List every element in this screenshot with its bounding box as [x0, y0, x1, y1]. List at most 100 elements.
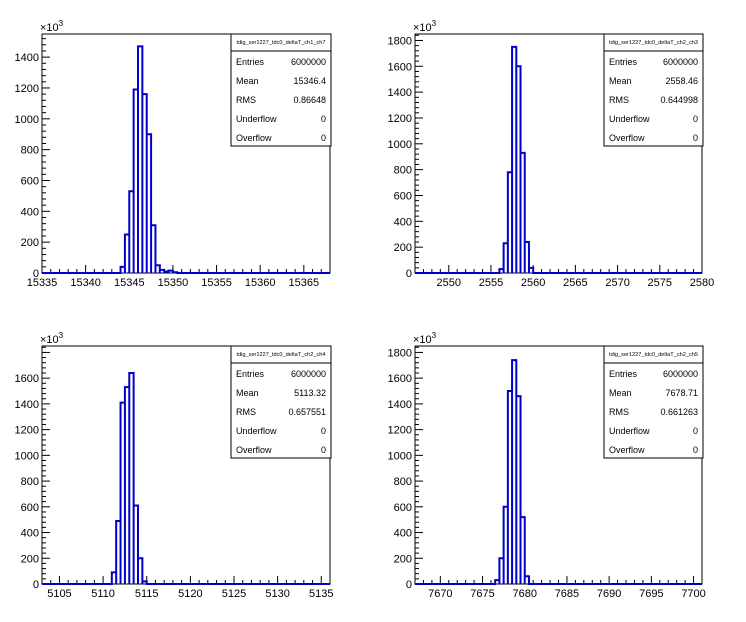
- y-tick-label: 400: [21, 206, 39, 218]
- stats-label: RMS: [609, 407, 629, 417]
- stats-label: Mean: [236, 388, 259, 398]
- x-tick-label: 5135: [309, 588, 333, 600]
- x-tick-label: 15355: [201, 277, 232, 289]
- stats-value: 0: [693, 133, 698, 143]
- stats-box: tdig_ser1227_tdc0_deltaT_ch2_ch4 Entries 6…: [230, 345, 332, 459]
- x-tick-label: 15350: [158, 277, 189, 289]
- stats-label: Entries: [236, 57, 265, 67]
- stats-label: RMS: [609, 95, 629, 105]
- x-tick-label: 2580: [690, 277, 714, 289]
- y-axis-multiplier: ×103: [40, 19, 64, 34]
- stats-value: 6000000: [291, 57, 326, 67]
- stats-box: tdig_ser1227_tdc0_deltaT_ch1_ch7 Entries 6…: [230, 33, 332, 147]
- histogram-outline: [415, 45, 702, 274]
- stats-label: Mean: [609, 76, 632, 86]
- y-tick-label: 1200: [15, 425, 39, 437]
- histogram-outline: [415, 359, 702, 585]
- x-tick-label: 2555: [479, 277, 503, 289]
- stats-box-frame: [230, 33, 332, 147]
- y-tick-label: 600: [21, 175, 39, 187]
- y-tick-label: 1800: [388, 347, 412, 359]
- stats-value: 7678.71: [665, 388, 698, 398]
- stats-value: 0: [321, 426, 326, 436]
- y-tick-label: 800: [21, 145, 39, 157]
- y-axis-multiplier-exponent: 3: [59, 331, 64, 340]
- histogram-panel-4: 7670 7675 7680 7685 7690 7695 7700 0 200 400 600 80…: [388, 331, 706, 600]
- x-tick-label: 15340: [70, 277, 101, 289]
- stats-box-frame: [603, 345, 704, 459]
- y-tick-label: 200: [21, 553, 39, 565]
- y-tick-label: 1000: [15, 450, 39, 462]
- x-tick-label: 5115: [135, 588, 159, 600]
- y-axis-multiplier: ×103: [413, 331, 437, 346]
- stats-label: Underflow: [236, 114, 277, 124]
- stats-value: 15346.4: [293, 76, 326, 86]
- x-tick-label: 5120: [178, 588, 202, 600]
- stats-value: 6000000: [663, 369, 698, 379]
- stats-value: 6000000: [663, 57, 698, 67]
- y-tick-label: 200: [394, 553, 412, 565]
- x-tick-label: 2575: [648, 277, 672, 289]
- y-tick-label: 400: [394, 528, 412, 540]
- x-tick-label: 2570: [605, 277, 629, 289]
- y-tick-label: 800: [394, 165, 412, 177]
- stats-label: RMS: [236, 407, 256, 417]
- y-tick-label: 1600: [388, 61, 412, 73]
- y-axis-multiplier-exponent: 3: [432, 331, 437, 340]
- x-tick-label: 2565: [563, 277, 587, 289]
- stats-value: 0: [321, 114, 326, 124]
- stats-label: Entries: [236, 369, 265, 379]
- x-tick-label: 2560: [521, 277, 545, 289]
- stats-label: Entries: [609, 369, 638, 379]
- y-tick-label: 0: [406, 579, 412, 591]
- x-tick-label: 7680: [512, 588, 536, 600]
- stats-value: 0.661263: [660, 407, 698, 417]
- stats-value: 0.657551: [288, 407, 326, 417]
- y-tick-label: 1600: [388, 373, 412, 385]
- stats-title: tdig_ser1227_tdc0_deltaT_ch2_ch3: [609, 40, 698, 46]
- y-tick-label: 400: [394, 216, 412, 228]
- y-tick-label: 200: [21, 237, 39, 249]
- x-tick-label: 7685: [555, 588, 579, 600]
- x-tick-label: 2550: [437, 277, 461, 289]
- x-tick-label: 7690: [597, 588, 621, 600]
- y-tick-label: 1400: [388, 399, 412, 411]
- stats-value: 0.86648: [293, 95, 326, 105]
- y-tick-label: 1000: [388, 450, 412, 462]
- stats-label: Overflow: [609, 133, 645, 143]
- stats-value: 5113.32: [294, 388, 326, 398]
- stats-box: tdig_ser1227_tdc0_deltaT_ch2_ch5 Entries 6…: [603, 345, 704, 459]
- x-tick-label: 7670: [428, 588, 452, 600]
- x-tick-label: 15345: [114, 277, 145, 289]
- y-tick-label: 0: [33, 579, 39, 591]
- y-tick-label: 400: [21, 528, 39, 540]
- stats-box: tdig_ser1227_tdc0_deltaT_ch2_ch3 Entries 6…: [603, 33, 704, 147]
- stats-value: 0: [321, 445, 326, 455]
- x-tick-label: 5125: [222, 588, 246, 600]
- y-tick-label: 1600: [15, 373, 39, 385]
- y-axis-multiplier: ×103: [40, 331, 64, 346]
- stats-label: Underflow: [236, 426, 277, 436]
- stats-value: 6000000: [291, 369, 326, 379]
- stats-value: 0: [693, 445, 698, 455]
- stats-value: 0: [693, 426, 698, 436]
- stats-value: 0.644998: [660, 95, 698, 105]
- stats-label: Mean: [609, 388, 632, 398]
- stats-box-frame: [230, 345, 332, 459]
- y-tick-label: 0: [406, 268, 412, 280]
- y-tick-label: 800: [21, 476, 39, 488]
- y-tick-label: 600: [21, 502, 39, 514]
- x-tick-label: 15360: [245, 277, 276, 289]
- x-tick-label: 5105: [47, 588, 71, 600]
- stats-box-frame: [603, 33, 704, 147]
- y-tick-label: 600: [394, 190, 412, 202]
- y-tick-label: 1200: [15, 83, 39, 95]
- y-tick-label: 1000: [388, 139, 412, 151]
- x-tick-label: 15365: [289, 277, 320, 289]
- x-tick-label: 15335: [27, 277, 58, 289]
- stats-label: Underflow: [609, 426, 650, 436]
- stats-label: RMS: [236, 95, 256, 105]
- stats-label: Overflow: [236, 445, 272, 455]
- histogram-outline: [42, 372, 330, 585]
- y-tick-label: 0: [33, 268, 39, 280]
